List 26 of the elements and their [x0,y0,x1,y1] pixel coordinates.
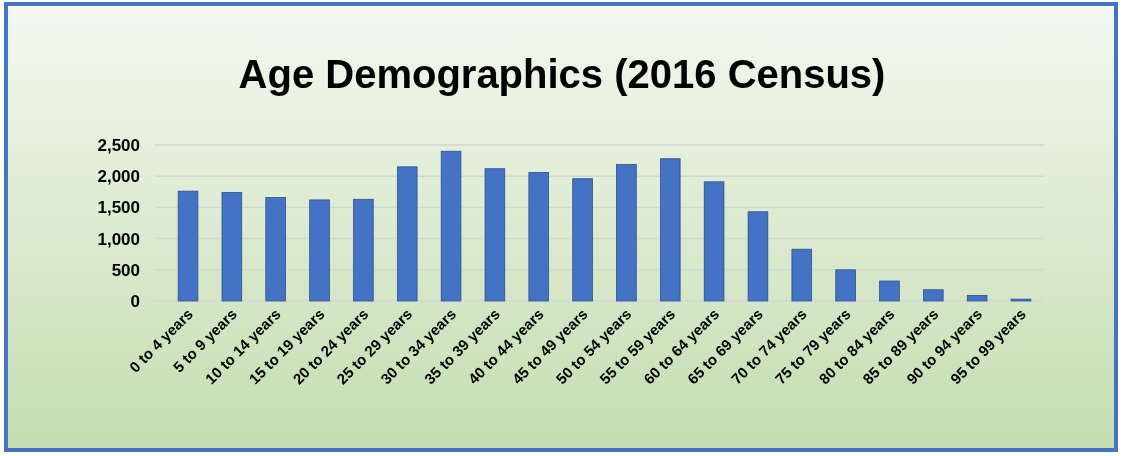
y-tick-label: 2,000 [97,167,140,187]
bar [528,172,549,302]
bar [265,197,286,302]
y-tick-label: 0 [130,291,140,311]
bar [353,198,374,302]
y-tick-label: 2,500 [97,135,140,155]
bar [221,192,243,302]
bar [747,211,769,302]
bar [660,158,681,302]
bar [396,166,418,302]
bar [966,294,988,302]
bar [835,269,856,302]
bar [879,280,900,302]
bar [440,150,462,302]
bar [484,168,506,302]
chart-title: Age Demographics (2016 Census) [238,52,886,96]
y-tick-label: 1,000 [97,229,140,249]
bar [923,289,944,302]
bar [177,190,199,302]
y-tick-label: 1,500 [97,198,140,218]
bar [616,163,637,302]
bar [703,181,725,302]
bar [309,199,330,302]
y-tick-label: 500 [111,260,140,280]
bar [572,178,593,302]
bar [791,248,813,302]
